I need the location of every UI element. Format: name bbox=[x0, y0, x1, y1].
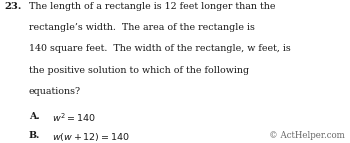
Text: 23.: 23. bbox=[4, 2, 22, 11]
Text: 140 square feet.  The width of the rectangle, w feet, is: 140 square feet. The width of the rectan… bbox=[29, 44, 290, 53]
Text: The length of a rectangle is 12 feet longer than the: The length of a rectangle is 12 feet lon… bbox=[29, 2, 275, 11]
Text: $w^{2} = 140$: $w^{2} = 140$ bbox=[52, 112, 96, 124]
Text: © ActHelper.com: © ActHelper.com bbox=[269, 131, 345, 140]
Text: A.: A. bbox=[29, 112, 40, 121]
Text: rectangle’s width.  The area of the rectangle is: rectangle’s width. The area of the recta… bbox=[29, 23, 254, 32]
Text: the positive solution to which of the following: the positive solution to which of the fo… bbox=[29, 66, 249, 75]
Text: B.: B. bbox=[29, 131, 40, 140]
Text: equations?: equations? bbox=[29, 87, 81, 96]
Text: $w(w + 12) = 140$: $w(w + 12) = 140$ bbox=[52, 131, 130, 143]
